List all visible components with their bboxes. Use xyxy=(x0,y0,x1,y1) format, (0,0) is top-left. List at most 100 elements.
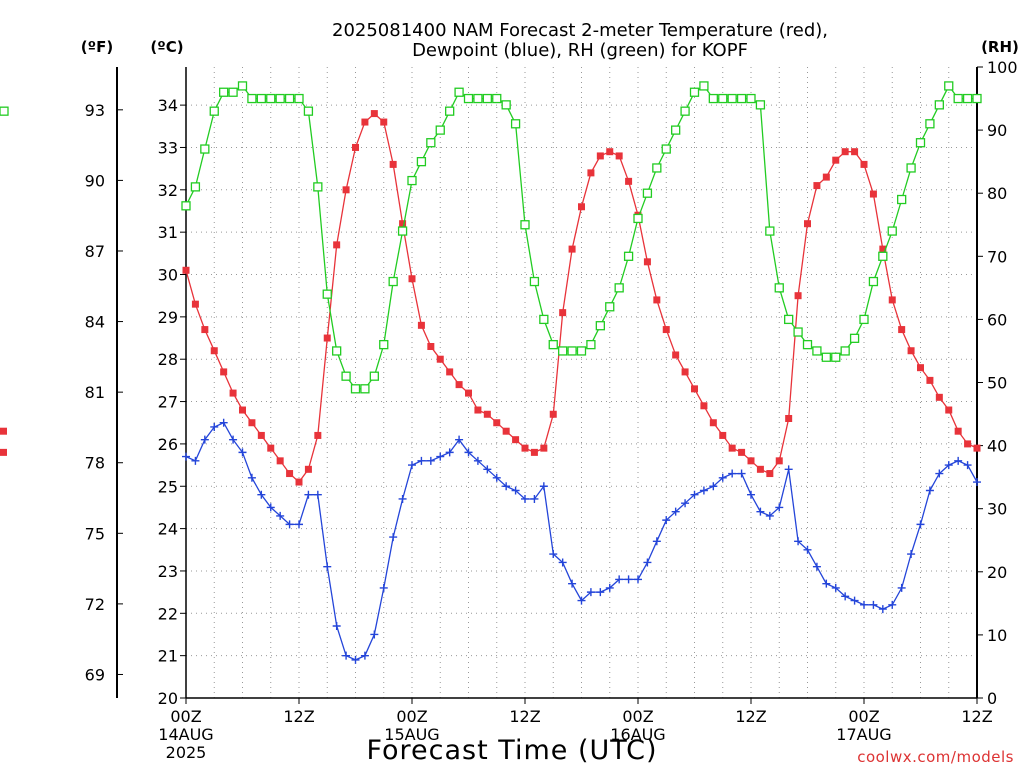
point-rh xyxy=(294,93,304,104)
series-layer xyxy=(0,81,982,664)
point-rh xyxy=(435,125,445,135)
tick-label-f: 72 xyxy=(85,595,105,614)
point-temperature xyxy=(615,152,623,160)
tick-label-c: 21 xyxy=(158,647,178,666)
point-rh xyxy=(539,314,549,325)
point-temperature xyxy=(267,444,275,452)
point-temperature xyxy=(361,118,369,126)
point-rh xyxy=(426,138,436,148)
point-temperature xyxy=(304,465,312,473)
point-dewpoint xyxy=(257,490,266,499)
tick-label-rh: 0 xyxy=(987,689,997,708)
point-temperature xyxy=(427,343,435,351)
unit-label-f: (ºF) xyxy=(81,38,113,56)
point-rh xyxy=(934,100,944,110)
tick-label-c: 24 xyxy=(158,520,178,539)
point-dewpoint xyxy=(539,482,548,491)
point-dewpoint xyxy=(925,486,934,495)
tick-label-rh: 70 xyxy=(987,247,1007,266)
tick-label-x: 12Z xyxy=(509,707,540,726)
point-temperature xyxy=(474,406,482,414)
tick-label-rh: 30 xyxy=(987,500,1007,519)
point-dewpoint xyxy=(219,418,228,427)
point-temperature xyxy=(399,220,407,228)
tick-label-c: 28 xyxy=(158,350,178,369)
point-temperature xyxy=(888,296,896,304)
point-rh xyxy=(181,201,191,211)
grid xyxy=(186,67,977,698)
tick-label-c: 33 xyxy=(158,138,178,157)
point-dewpoint xyxy=(285,520,294,529)
tick-label-x: 12Z xyxy=(283,707,314,726)
point-temperature xyxy=(295,478,303,486)
point-dewpoint xyxy=(436,452,445,461)
point-rh xyxy=(313,182,323,192)
point-temperature xyxy=(860,160,868,168)
point-temperature xyxy=(342,186,350,194)
point-temperature xyxy=(229,389,237,397)
point-rh xyxy=(774,283,784,293)
point-rh xyxy=(642,188,653,198)
watermark: coolwx.com/models xyxy=(857,748,1014,766)
point-dewpoint xyxy=(765,511,774,520)
point-rh xyxy=(689,87,700,97)
point-rh xyxy=(671,125,681,135)
tick-label-rh: 40 xyxy=(987,437,1007,456)
point-temperature xyxy=(559,309,567,317)
point-rh xyxy=(831,352,841,362)
point-dewpoint xyxy=(794,537,803,546)
point-temperature xyxy=(465,389,472,397)
point-rh xyxy=(755,100,766,110)
point-dewpoint xyxy=(841,592,850,601)
point-rh xyxy=(256,93,266,104)
point-rh xyxy=(360,384,370,394)
point-dewpoint xyxy=(464,448,473,457)
point-rh xyxy=(623,251,634,261)
tick-label-rh: 50 xyxy=(987,374,1007,393)
point-dewpoint xyxy=(747,490,755,499)
point-temperature xyxy=(210,347,218,355)
tick-label-f: 81 xyxy=(85,383,105,402)
point-dewpoint xyxy=(737,469,746,478)
point-rh xyxy=(887,226,897,236)
tick-label-c: 20 xyxy=(158,689,178,708)
point-temperature xyxy=(0,448,7,456)
point-temperature xyxy=(625,177,633,185)
tick-label-c: 34 xyxy=(158,96,178,115)
point-temperature xyxy=(323,334,331,342)
point-rh xyxy=(492,93,502,104)
point-temperature xyxy=(578,203,585,211)
unit-label-c: (ºC) xyxy=(150,38,183,56)
point-dewpoint xyxy=(568,579,577,588)
point-rh xyxy=(953,93,963,104)
point-rh xyxy=(962,93,973,104)
point-temperature xyxy=(719,431,727,439)
chart-title-line2: Dewpoint (blue), RH (green) for KOPF xyxy=(412,40,748,61)
point-dewpoint xyxy=(888,600,897,609)
tick-label-c: 22 xyxy=(158,604,178,623)
point-temperature xyxy=(417,321,425,329)
point-temperature xyxy=(841,148,849,156)
point-rh xyxy=(567,346,577,356)
point-rh xyxy=(576,346,587,356)
point-rh xyxy=(595,321,605,331)
point-temperature xyxy=(502,427,510,435)
tick-label-c: 30 xyxy=(158,266,178,285)
point-dewpoint xyxy=(681,499,690,508)
point-dewpoint xyxy=(671,507,680,516)
tick-label-rh: 60 xyxy=(987,310,1007,329)
point-rh xyxy=(906,163,916,173)
point-rh xyxy=(482,93,492,104)
point-rh xyxy=(237,81,248,91)
point-rh xyxy=(736,93,747,104)
tick-label-rh: 100 xyxy=(987,58,1018,77)
point-dewpoint xyxy=(690,490,699,499)
point-temperature xyxy=(0,427,7,435)
point-dewpoint xyxy=(323,562,332,571)
point-temperature xyxy=(869,190,877,198)
tick-label-c: 31 xyxy=(158,223,178,242)
point-temperature xyxy=(851,148,859,156)
tick-label-x: 12Z xyxy=(735,707,766,726)
point-rh xyxy=(915,138,926,148)
point-rh xyxy=(849,333,860,343)
